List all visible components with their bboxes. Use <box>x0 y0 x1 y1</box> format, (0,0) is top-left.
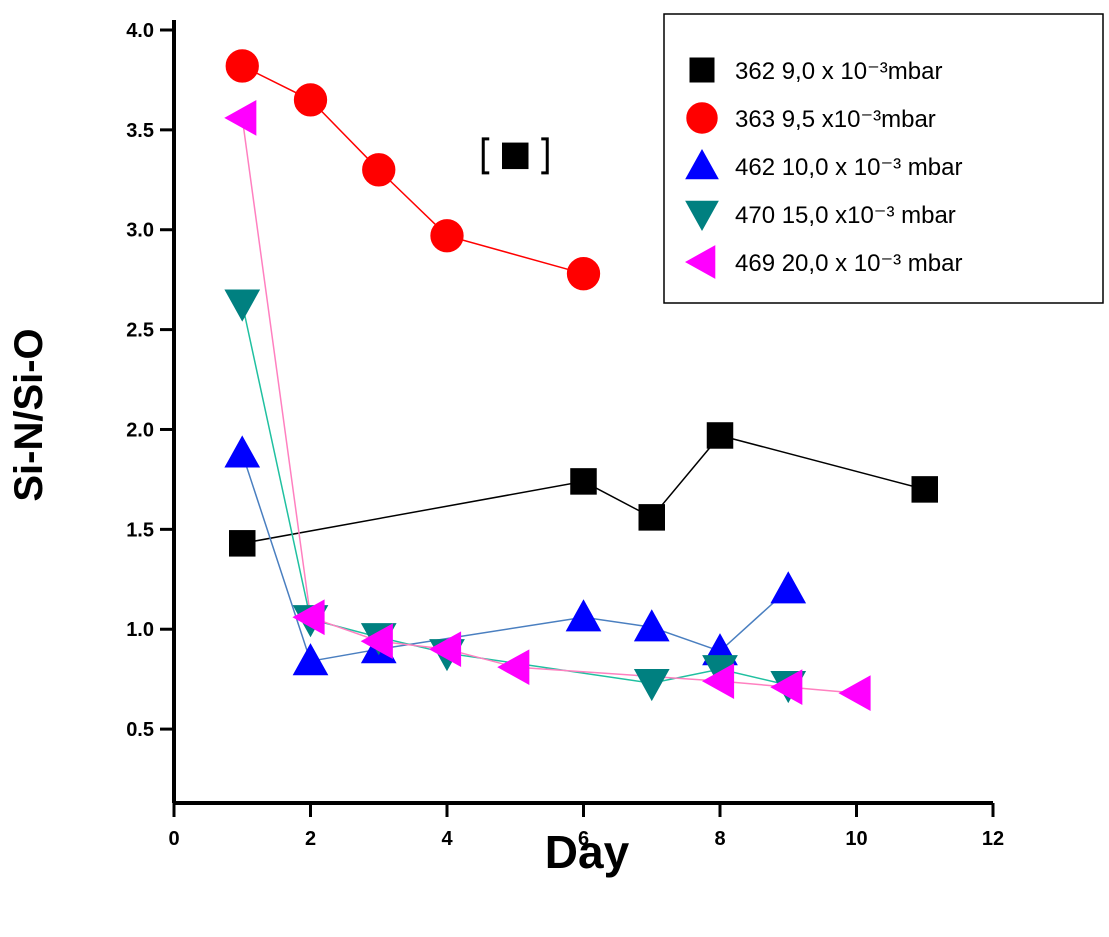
marker <box>229 530 256 557</box>
bracket <box>481 137 549 175</box>
y-tick-label: 1.0 <box>126 619 154 641</box>
marker <box>633 669 670 702</box>
marker <box>224 435 261 468</box>
y-tick-label: 2.5 <box>126 320 154 342</box>
x-tick-label: 0 <box>168 828 179 850</box>
legend-box <box>663 13 1104 304</box>
marker <box>430 219 464 253</box>
marker <box>706 422 734 449</box>
legend-label: 462 10,0 x 10⁻³ mbar <box>735 154 962 181</box>
y-tick-label: 3.5 <box>126 120 154 142</box>
marker <box>638 504 665 531</box>
x-tick-label: 2 <box>305 828 316 850</box>
legend-label: 470 15,0 x10⁻³ mbar <box>735 202 956 229</box>
marker <box>770 571 807 604</box>
marker <box>292 599 325 636</box>
y-tick-label: 0.5 <box>126 719 154 741</box>
legend-marker <box>689 57 715 83</box>
x-axis-label: Day <box>545 826 630 878</box>
marker <box>770 669 803 705</box>
marker <box>362 153 396 187</box>
legend-marker <box>685 200 719 232</box>
marker <box>570 468 597 495</box>
legend-marker <box>686 102 718 134</box>
marker <box>224 100 257 136</box>
marker <box>293 83 328 117</box>
y-tick-label: 4.0 <box>126 20 154 42</box>
marker <box>838 675 871 711</box>
x-tick-label: 12 <box>982 828 1004 850</box>
marker <box>428 631 462 668</box>
marker <box>497 649 530 686</box>
legend-label: 362 9,0 x 10⁻³mbar <box>735 58 942 85</box>
y-tick-label: 1.5 <box>126 519 154 541</box>
x-tick-label: 8 <box>714 828 725 850</box>
y-tick-label: 2.0 <box>126 419 154 441</box>
marker <box>292 643 329 676</box>
x-tick-label: 6 <box>578 828 589 850</box>
x-tick-label: 4 <box>441 828 453 850</box>
legend-marker <box>685 148 719 180</box>
marker <box>565 599 602 632</box>
marker <box>225 49 259 83</box>
legend-label: 469 20,0 x 10⁻³ mbar <box>735 250 962 277</box>
y-tick-label: 3.0 <box>126 220 154 242</box>
legend-label: 363 9,5 x10⁻³mbar <box>735 106 936 133</box>
marker <box>360 623 393 660</box>
marker <box>502 142 529 170</box>
legend-marker <box>684 245 716 279</box>
marker <box>224 289 261 322</box>
marker <box>566 257 601 291</box>
marker <box>633 609 670 642</box>
y-axis-label: Si-N/Si-O <box>7 328 51 501</box>
series-line <box>241 65 584 275</box>
marker <box>911 476 938 503</box>
x-tick-label: 10 <box>845 828 867 850</box>
marker <box>701 663 735 700</box>
